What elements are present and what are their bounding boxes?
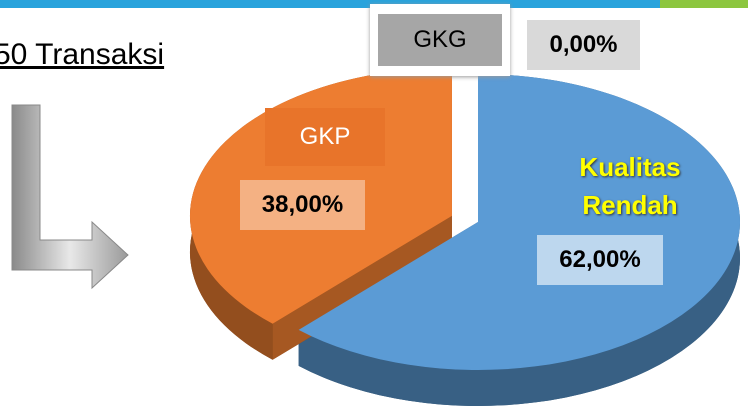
top-bar bbox=[0, 0, 660, 8]
gkg-frame: GKG bbox=[370, 4, 510, 76]
slice bbox=[298, 74, 740, 370]
slice-rim bbox=[298, 74, 740, 406]
value-label: 38,00% bbox=[240, 180, 365, 230]
pie bbox=[189, 67, 740, 407]
value-label: 0,00% bbox=[527, 20, 640, 70]
category-label: GKP bbox=[265, 108, 385, 166]
top-bar-accent bbox=[660, 0, 748, 8]
category-label: Kualitas Rendah bbox=[579, 152, 681, 220]
value-label: 62,00% bbox=[537, 235, 663, 285]
arrow bbox=[11, 104, 129, 290]
category-label: GKG bbox=[378, 14, 502, 66]
annotation: 50 Transaksi bbox=[0, 38, 164, 71]
